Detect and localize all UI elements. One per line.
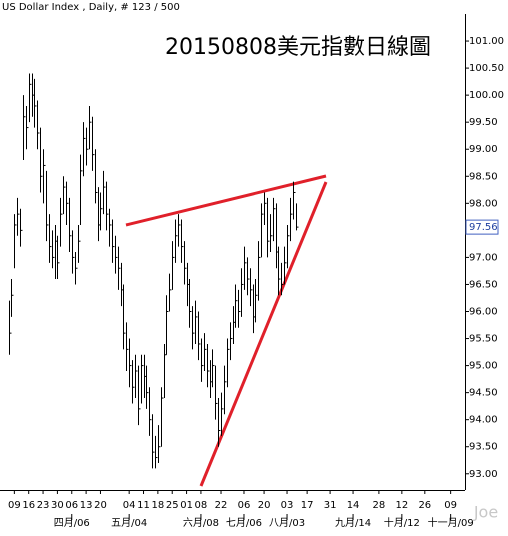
trend-line xyxy=(125,174,327,227)
y-tick-label: 95.00 xyxy=(469,361,498,372)
month-label: 四月/06 xyxy=(54,517,90,529)
month-label: 六月/08 xyxy=(183,517,219,529)
y-tick-label: 100.50 xyxy=(469,63,504,74)
y-tick-label: 95.50 xyxy=(469,334,498,345)
x-tick-label: 20 xyxy=(94,500,107,511)
x-tick-label: 06 xyxy=(65,500,78,511)
y-tick-label: 93.00 xyxy=(469,469,498,480)
x-tick-label: 14 xyxy=(347,500,360,511)
last-value-box xyxy=(465,219,499,235)
y-tick-label: 97.00 xyxy=(469,252,498,263)
x-tick-label: 22 xyxy=(215,500,228,511)
x-tick-label: 18 xyxy=(152,500,165,511)
y-tick-label: 100.00 xyxy=(469,90,504,101)
x-tick-label: 28 xyxy=(373,500,386,511)
x-tick-label: 04 xyxy=(123,500,136,511)
x-tick-label: 09 xyxy=(444,500,457,511)
x-tick-label: 20 xyxy=(258,500,271,511)
x-tick-label: 08 xyxy=(195,500,208,511)
y-tick-label: 98.00 xyxy=(469,198,498,209)
header: US Dollar Index , Daily, # 123 / 500 xyxy=(2,2,180,13)
last-value-label: 97.56 xyxy=(469,222,498,233)
y-tick-label: 99.00 xyxy=(469,144,498,155)
y-tick-label: 93.50 xyxy=(469,442,498,453)
x-tick-label: 17 xyxy=(301,500,314,511)
x-tick-label: 25 xyxy=(166,500,179,511)
x-tick-label: 06 xyxy=(238,500,251,511)
month-label: 七月/06 xyxy=(226,517,262,529)
month-label: 八月/03 xyxy=(269,517,305,529)
x-tick-label: 01 xyxy=(180,500,193,511)
x-tick-label: 23 xyxy=(37,500,50,511)
x-tick-label: 31 xyxy=(324,500,337,511)
month-label: 五月/04 xyxy=(111,517,147,529)
watermark: Joe xyxy=(473,503,498,522)
y-tick-label: 94.50 xyxy=(469,388,498,399)
x-tick-label: 26 xyxy=(418,500,431,511)
y-tick-label: 101.00 xyxy=(469,36,504,47)
x-tick-label: 13 xyxy=(80,500,93,511)
x-tick-label: 30 xyxy=(51,500,64,511)
month-label: 九月/14 xyxy=(335,517,371,529)
month-label: 十一月/09 xyxy=(428,516,474,529)
y-tick-label: 96.00 xyxy=(469,307,498,318)
x-tick-label: 09 xyxy=(8,500,21,511)
chart-title: 20150808美元指數日線圖 xyxy=(165,35,431,60)
month-label: 十月/12 xyxy=(384,516,420,529)
y-tick-label: 94.00 xyxy=(469,415,498,426)
x-tick-label: 11 xyxy=(137,500,150,511)
x-tick-label: 03 xyxy=(281,500,294,511)
y-tick-label: 96.50 xyxy=(469,279,498,290)
x-tick-label: 16 xyxy=(22,500,35,511)
y-tick-label: 99.50 xyxy=(469,117,498,128)
y-tick-label: 98.50 xyxy=(469,171,498,182)
x-tick-label: 12 xyxy=(395,500,408,511)
